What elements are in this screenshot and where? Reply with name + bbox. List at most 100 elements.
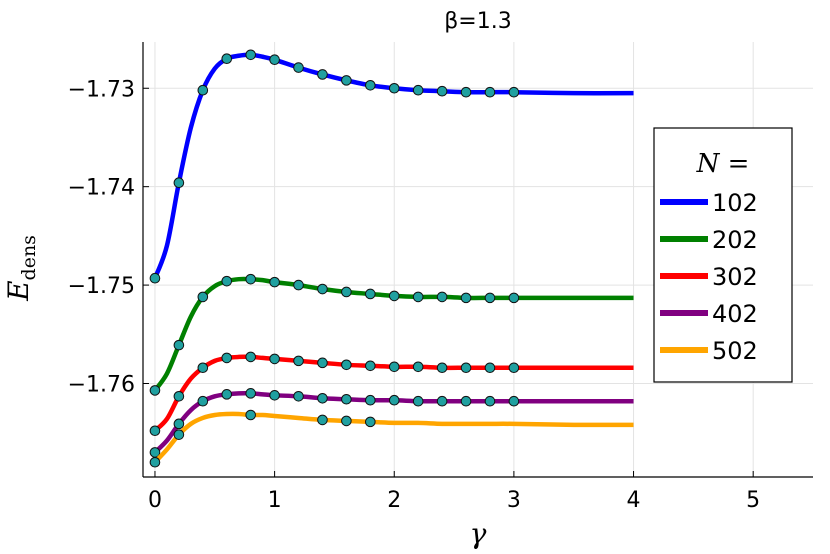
legend-label-102: 102 [712,189,758,217]
series-302-point-13 [460,362,472,374]
series-402-point-6 [293,390,304,402]
x-tick-label: 1 [268,488,282,513]
legend-label-402: 402 [712,300,758,328]
series-202-point-15 [508,292,520,304]
series-202-point-7 [317,283,328,295]
series-302-point-4 [245,351,256,363]
series-102 [149,49,634,284]
series-102-point-6 [293,62,304,73]
series-402-point-12 [436,395,448,407]
series-102-point-9 [365,80,376,91]
series-line-502 [153,411,634,464]
y-tick-label: −1.74 [68,176,135,201]
series-102-point-12 [436,85,448,97]
series-202-point-12 [436,291,448,303]
series-202-point-8 [341,286,352,298]
series-202-point-0 [149,385,161,396]
legend-label-502: 502 [712,337,758,365]
series-402-point-9 [365,394,376,406]
series-302-point-0 [149,425,161,437]
series-402-point-11 [412,395,424,407]
series-202-point-10 [388,290,400,302]
legend-box [653,127,793,383]
series-102-point-13 [460,86,472,98]
series-202-point-6 [293,279,304,291]
series-402-point-5 [269,390,280,401]
legend: N = 102 202 302 402 502 [653,127,793,383]
axes: 0 1 2 3 4 5 −1.73 −1.74 −1.75 −1.76 [68,42,813,513]
series-402-point-1 [173,418,185,430]
x-tick-label: 2 [387,488,401,513]
series-302-point-14 [484,362,496,374]
series-402-point-8 [341,393,352,405]
legend-label-302: 302 [712,263,758,291]
series-302-point-5 [269,353,280,365]
series-302-point-6 [293,355,304,367]
y-axis-label: Edens [2,235,40,302]
series-402-point-10 [388,394,400,406]
series-202-point-5 [269,276,280,288]
chart-title: β=1.3 [444,9,511,34]
series-202-point-2 [197,291,209,303]
series-302-point-1 [173,390,185,402]
series-102-point-2 [197,84,209,96]
series-502-point-2 [245,409,256,421]
y-axis-label-sub: dens [18,235,40,280]
x-tick-label: 5 [746,488,760,513]
series-202-point-11 [412,291,424,303]
series-102-point-4 [245,49,256,61]
series-layer [149,49,634,468]
legend-title: N = [696,149,750,179]
series-302-point-2 [197,362,209,374]
series-102-point-7 [317,69,328,80]
series-402-point-14 [484,395,496,407]
series-202-point-4 [245,273,256,285]
series-102-point-8 [341,75,352,86]
series-202-point-1 [173,339,185,351]
series-202-point-13 [460,292,472,304]
series-102-point-1 [173,177,185,189]
series-502-point-0 [149,456,161,468]
series-402-point-15 [508,395,520,407]
series-502 [149,409,634,468]
series-402-point-3 [221,389,233,400]
series-302-point-11 [412,361,424,373]
series-202 [149,273,634,396]
series-402-point-4 [245,388,256,399]
legend-label-202: 202 [712,226,758,254]
y-tick-label: −1.76 [68,373,135,398]
series-202-point-9 [365,288,376,300]
series-102-point-15 [508,86,520,98]
series-102-point-3 [221,53,233,65]
series-502-point-4 [341,415,352,427]
series-402-point-7 [317,392,328,404]
series-202-point-14 [484,292,496,304]
series-402-point-2 [197,395,209,407]
series-102-point-5 [269,54,280,66]
series-502-point-1 [173,429,185,440]
x-tick-label: 0 [148,488,162,513]
x-tick-label: 3 [507,488,521,513]
y-tick-label: −1.73 [68,77,135,102]
series-302-point-7 [317,357,328,369]
x-axis-label: γ [470,517,487,550]
series-302-point-9 [365,360,376,372]
series-302-point-12 [436,362,448,374]
series-402 [149,388,634,458]
series-302-point-8 [341,359,352,371]
series-302-point-15 [508,362,520,374]
series-102-point-10 [388,82,400,94]
series-202-point-3 [221,275,233,287]
y-axis-label-main: E [2,280,35,301]
y-tick-label: −1.75 [68,274,135,299]
series-302-point-10 [388,361,400,373]
svg-text:Edens: Edens [2,235,40,302]
series-102-point-14 [484,86,496,98]
series-502-point-5 [365,416,376,428]
series-302-point-3 [221,352,233,364]
series-302 [149,351,634,437]
series-402-point-13 [460,395,472,407]
series-102-point-0 [149,272,161,284]
series-102-point-11 [412,84,424,96]
